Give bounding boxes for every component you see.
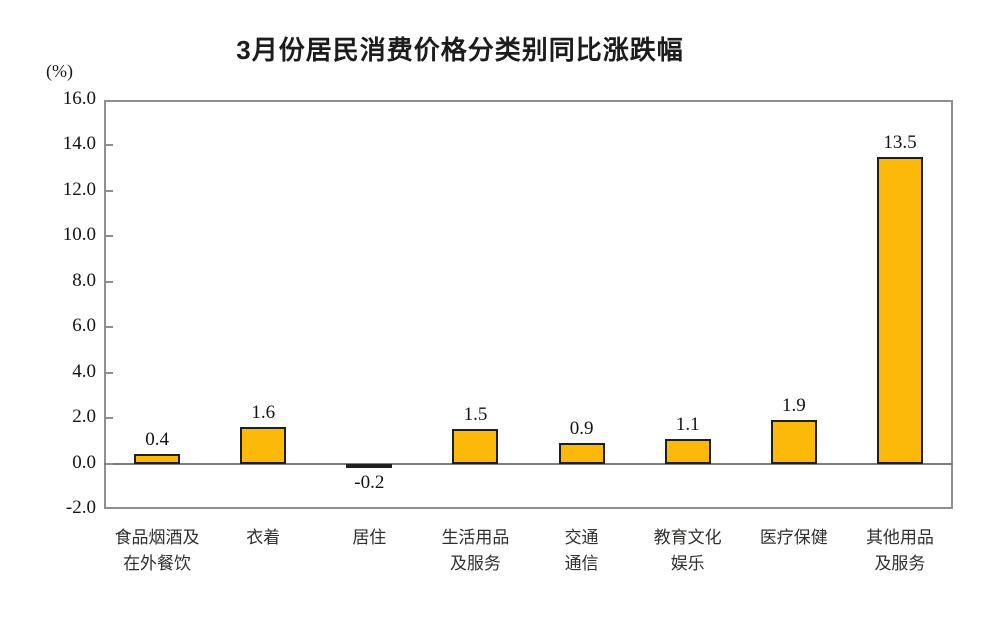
y-axis-tick [106,462,113,465]
x-category-label-line: 通信 [564,554,599,573]
x-category-label-line: 教育文化 [653,528,722,547]
plot-area [104,100,953,509]
bar-value-label: 1.6 [251,402,276,424]
x-category-label-line: 衣着 [246,528,281,547]
bar-value-label: 1.1 [675,413,700,435]
bar-value-label: 1.9 [781,395,806,417]
y-axis-unit-label: (%) [46,61,73,81]
x-category-label-line: 在外餐饮 [123,554,192,573]
bar [558,443,605,464]
x-category-label-line: 居住 [352,528,387,547]
y-axis-tick [106,189,113,192]
bar [346,463,393,469]
x-category-label: 医疗保健 [741,525,847,551]
x-category-label-line: 其他用品 [865,528,934,547]
y-tick-label: 2.0 [72,406,96,428]
y-tick-label: 4.0 [72,360,96,382]
y-tick-label: 10.0 [62,224,96,246]
x-category-label-line: 娱乐 [670,554,705,573]
y-axis-tick [106,235,113,238]
y-tick-label: 12.0 [62,178,96,200]
zero-baseline [104,462,953,465]
bar [876,156,923,464]
x-category-label-line: 及服务 [874,554,926,573]
bar [452,429,499,464]
x-category-label: 其他用品 及服务 [847,525,953,577]
y-axis-tick [106,371,113,374]
x-category-label-line: 食品烟酒及 [114,528,200,547]
bar-value-label: 1.5 [463,404,488,426]
y-axis-tick [106,280,113,283]
x-category-label: 交通 通信 [529,525,635,577]
y-axis-tick [106,326,113,329]
chart-title: 3月份居民消费价格分类别同比涨跌幅 [236,35,684,65]
bar-value-label: 0.4 [145,429,169,451]
x-category-label: 衣着 [210,525,316,551]
y-tick-label: 14.0 [62,133,96,155]
y-axis-tick [106,417,113,420]
y-tick-label: 0.0 [72,451,96,473]
bar [664,438,711,464]
bar-value-label: -0.2 [354,472,385,494]
bar [134,454,181,464]
x-category-label-line: 及服务 [449,554,501,573]
x-category-label-line: 交通 [564,528,599,547]
y-axis-tick [106,144,113,147]
y-tick-label: 8.0 [72,269,96,291]
bar [770,420,817,464]
bar-value-label: 13.5 [883,131,917,153]
bar [240,427,287,464]
y-tick-label: 6.0 [72,315,96,337]
bar-value-label: 0.9 [569,418,594,440]
x-category-label: 居住 [316,525,422,551]
x-category-label: 食品烟酒及 在外餐饮 [104,525,210,577]
x-category-label-line: 医疗保健 [759,528,828,547]
x-category-label: 教育文化 娱乐 [635,525,741,577]
x-category-label-line: 生活用品 [441,528,510,547]
y-tick-label: 16.0 [62,88,96,109]
y-tick-label: -2.0 [65,497,96,518]
x-category-label: 生活用品 及服务 [422,525,528,577]
